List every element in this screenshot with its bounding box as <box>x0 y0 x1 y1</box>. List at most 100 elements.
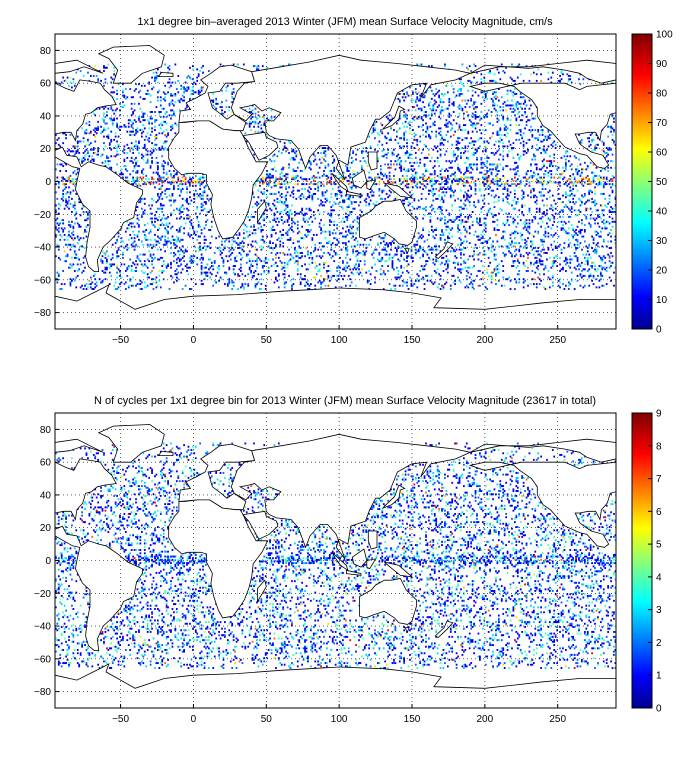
data-bin <box>512 220 515 223</box>
data-bin <box>572 183 575 186</box>
data-bin <box>384 247 387 249</box>
data-bin <box>155 281 158 284</box>
data-bin <box>205 201 207 204</box>
data-bin <box>570 233 573 236</box>
data-bin <box>288 248 290 251</box>
data-bin <box>170 247 172 249</box>
data-bin <box>308 224 311 227</box>
data-bin <box>594 202 596 205</box>
data-bin <box>133 248 136 251</box>
data-bin <box>57 137 60 140</box>
data-bin <box>269 179 271 182</box>
data-bin <box>82 232 85 235</box>
data-bin <box>311 199 314 202</box>
data-bin <box>186 188 188 190</box>
data-bin <box>283 145 286 148</box>
data-bin <box>452 191 455 194</box>
data-bin <box>254 284 257 287</box>
data-bin <box>391 266 394 269</box>
data-bin <box>531 248 534 251</box>
data-bin <box>420 265 423 268</box>
data-bin <box>605 227 608 230</box>
data-bin <box>591 247 593 249</box>
data-bin <box>412 284 414 287</box>
data-bin <box>331 255 334 258</box>
data-bin <box>143 197 146 200</box>
data-bin <box>161 217 164 220</box>
data-bin <box>314 192 317 195</box>
data-bin <box>62 194 65 197</box>
data-bin <box>400 274 403 277</box>
data-bin <box>73 181 76 184</box>
data-bin <box>446 140 449 143</box>
data-bin <box>589 189 592 192</box>
data-bin <box>410 183 413 186</box>
data-bin <box>560 220 563 223</box>
data-bin <box>458 268 461 271</box>
data-bin <box>347 183 350 186</box>
data-bin <box>302 278 305 281</box>
data-bin <box>473 233 475 236</box>
data-bin <box>352 273 355 276</box>
data-bin <box>342 178 344 181</box>
data-bin <box>406 181 408 184</box>
data-bin <box>210 265 213 268</box>
data-bin <box>159 194 162 197</box>
data-bin <box>152 281 155 284</box>
data-bin <box>528 225 531 228</box>
data-bin <box>460 263 462 266</box>
data-bin <box>579 284 582 287</box>
data-bin <box>65 201 67 204</box>
data-bin <box>279 251 282 254</box>
data-bin <box>158 196 161 199</box>
data-bin <box>381 178 384 181</box>
data-bin <box>282 202 285 205</box>
data-bin <box>334 237 337 240</box>
data-bin <box>419 247 422 249</box>
data-bin <box>355 201 357 204</box>
data-bin <box>257 178 260 181</box>
data-bin <box>426 274 429 277</box>
data-bin <box>435 260 438 263</box>
data-bin <box>556 255 559 258</box>
data-bin <box>391 256 394 259</box>
data-bin <box>333 274 336 277</box>
data-bin <box>553 240 556 243</box>
data-bin <box>241 245 244 248</box>
data-bin <box>132 284 134 287</box>
data-bin <box>502 142 505 145</box>
data-bin <box>299 281 302 284</box>
data-bin <box>425 251 427 254</box>
data-bin <box>229 247 232 249</box>
data-bin <box>175 181 178 184</box>
data-bin <box>417 165 420 168</box>
data-bin <box>106 260 108 263</box>
data-bin <box>308 284 311 287</box>
data-bin <box>484 183 487 186</box>
data-bin <box>305 179 308 182</box>
data-bin <box>365 250 368 253</box>
data-bin <box>578 263 580 266</box>
data-bin <box>165 240 168 243</box>
data-bin <box>444 263 446 266</box>
data-bin <box>604 225 607 228</box>
data-bin <box>518 270 521 272</box>
data-bin <box>189 181 191 184</box>
data-bin <box>540 176 542 179</box>
data-bin <box>579 274 582 277</box>
data-bin <box>76 237 79 240</box>
data-bin <box>292 189 295 192</box>
data-bin <box>151 160 153 163</box>
data-bin <box>404 197 407 200</box>
data-bin <box>441 186 443 189</box>
data-bin <box>183 251 185 254</box>
data-bin <box>189 184 191 187</box>
data-bin <box>358 225 360 228</box>
data-bin <box>460 268 462 271</box>
data-bin <box>381 248 384 251</box>
data-bin <box>601 212 604 215</box>
data-bin <box>320 286 322 289</box>
data-bin <box>353 238 356 241</box>
data-bin <box>484 224 487 227</box>
data-bin <box>282 222 285 225</box>
